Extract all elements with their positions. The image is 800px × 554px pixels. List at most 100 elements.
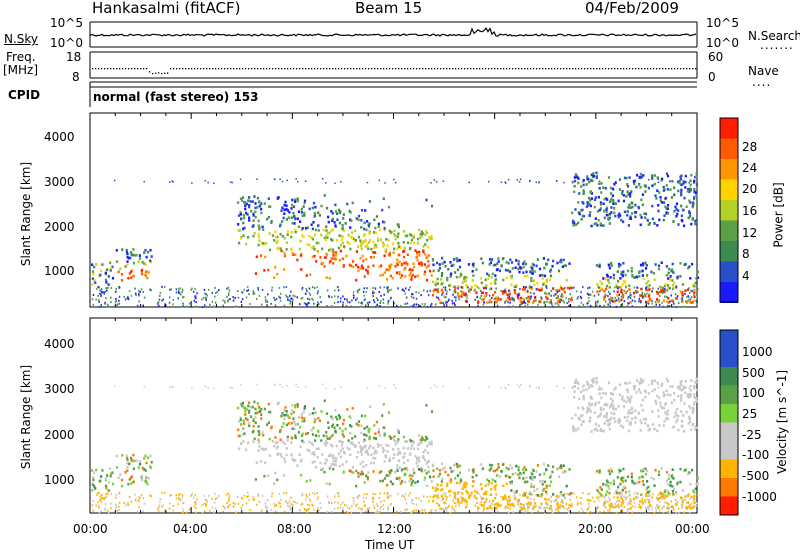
power-echo-cell [542,281,546,285]
power-echo-cell [658,291,661,294]
power-ground-cell [211,300,214,303]
power-echo-cell [471,263,474,266]
velocity-echo-cell [656,394,659,398]
velocity-ground-cell [415,509,418,512]
velocity-echo-cell [501,463,504,466]
velocity-echo-cell [380,470,383,473]
power-ground-cell [172,298,175,301]
velocity-sparse-cell [378,385,381,387]
velocity-echo-cell [334,459,338,463]
velocity-echo-cell [594,401,597,405]
power-ground-cell [604,300,607,303]
power-echo-cell [313,212,316,215]
power-echo-cell [471,279,474,282]
power-ground-cell [168,301,171,304]
power-echo-cell [578,212,581,216]
velocity-ground-cell [641,498,644,501]
power-echo-cell [600,182,603,185]
velocity-echo-cell [146,482,149,486]
velocity-echo-cell [691,411,694,414]
power-echo-cell [628,217,631,221]
x-tick-6: 00:00 [675,522,710,536]
velocity-echo-cell [674,411,677,414]
velocity-ground-cell [590,499,592,502]
power-echo-cell [571,219,575,223]
power-ground-cell [175,288,178,291]
velocity-ground-cell [143,502,146,505]
power-echo-cell [338,259,341,262]
velocity-ground-cell [393,508,396,511]
freq-dot [656,68,658,70]
freq-dot [272,68,274,70]
velocity-echo-cell [657,506,660,510]
power-ground-cell [194,297,197,299]
power-ground-cell [647,302,650,305]
power-echo-cell [239,211,242,214]
power-ground-cell [306,305,308,308]
power-ground-cell [689,298,691,301]
power-echo-cell [673,209,676,213]
velocity-echo-cell [694,487,697,491]
velocity-echo-cell [666,380,670,383]
power-ground-cell [627,296,630,298]
velocity-echo-cell [608,418,612,421]
velocity-echo-cell [262,434,265,437]
velocity-echo-cell [396,467,399,471]
velocity-ground-cell [406,508,409,511]
power-echo-cell [650,174,654,178]
power-echo-cell [582,183,585,187]
power-echo-cell [631,212,634,215]
velocity-ground-cell [100,500,102,503]
power-echo-cell [150,255,153,258]
velocity-ground-cell [423,495,425,498]
freq-dot [179,68,181,70]
velocity-echo-cell [684,391,687,395]
velocity-ground-cell [245,502,248,505]
power-echo-cell [327,249,331,252]
power-ground-cell [641,291,643,294]
power-echo-cell [498,269,502,273]
velocity-ground-cell [630,500,633,503]
velocity-echo-cell [384,454,387,458]
power-echo-cell [667,286,670,289]
velocity-echo-cell [260,413,263,416]
power-ground-cell [386,290,389,293]
velocity-ground-cell [257,494,260,497]
velocity-ground-cell [617,493,619,496]
velocity-echo-cell [388,470,391,473]
power-echo-cell [582,189,585,192]
power-echo-cell [665,211,668,214]
power-echo-cell [557,269,561,273]
velocity-sparse-cell [204,385,207,387]
velocity-echo-cell [277,452,280,456]
velocity-echo-cell [665,479,669,483]
freq-dot [647,68,649,70]
velocity-echo-cell [126,466,129,469]
freq-dot [653,68,655,70]
power-echo-cell [669,188,672,191]
power-ground-cell [607,290,610,293]
power-ground-cell [374,305,377,308]
noise-search-dots: ....... [760,38,794,52]
velocity-echo-cell [620,494,623,498]
power-echo-cell [590,224,593,228]
velocity-ground-cell [375,503,378,506]
velocity-echo-cell [545,490,548,494]
velocity-ground-cell [629,498,632,501]
power-ground-cell [530,295,532,298]
power-echo-cell [132,261,135,265]
power-echo-cell [666,212,670,215]
power-echo-cell [240,217,243,221]
velocity-echo-cell [357,441,361,445]
velocity-echo-cell [294,405,297,409]
velocity-echo-cell [105,486,108,490]
power-echo-cell [341,241,344,245]
power-echo-cell [248,204,251,207]
velocity-echo-cell [573,385,577,388]
power-echo-cell [383,227,386,230]
power-echo-cell [435,288,438,292]
freq-dot [128,68,130,70]
power-echo-cell [396,258,399,262]
freq-dot [107,68,109,70]
velocity-echo-cell [517,465,520,469]
